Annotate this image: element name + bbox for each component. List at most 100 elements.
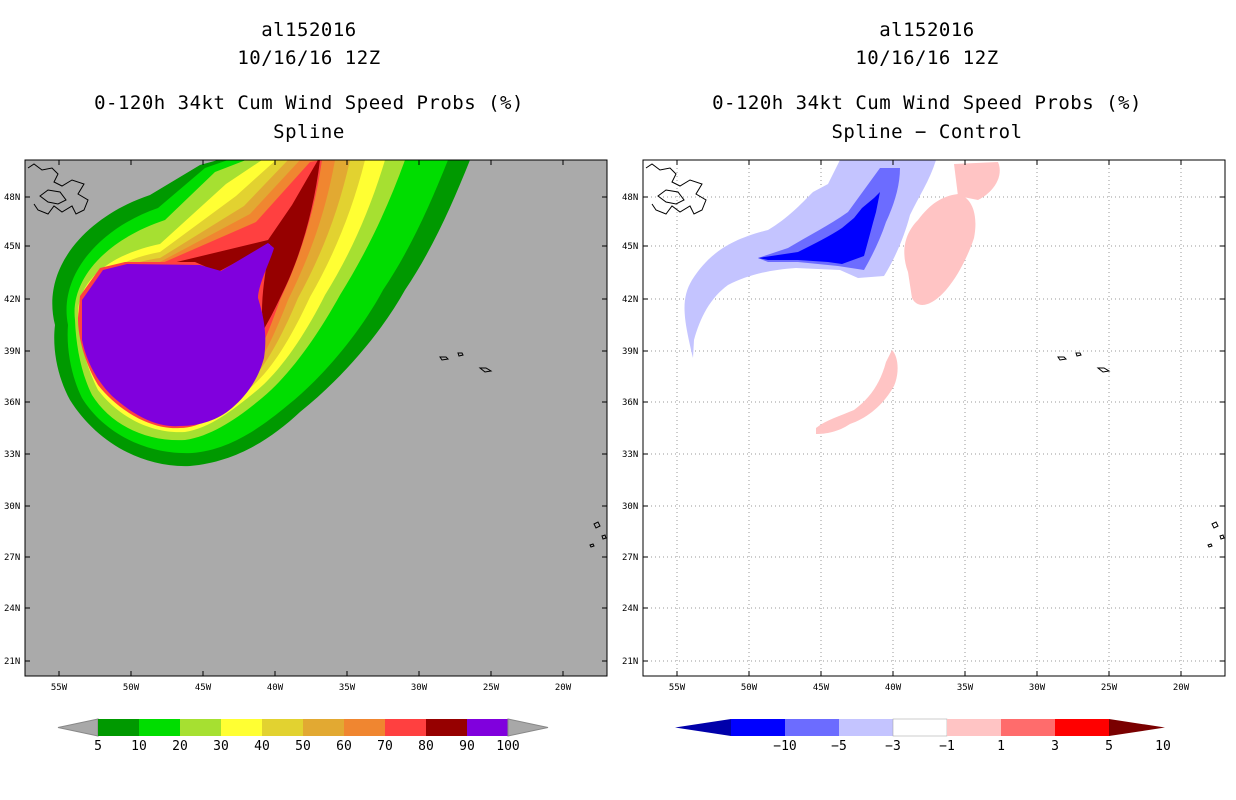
map-frame: [24, 159, 608, 677]
lon-tick-label: 55W: [669, 683, 686, 693]
colorbar: −10 −5 −3 −1 1 3 5 10: [675, 718, 1171, 754]
colorbar-label: −10: [773, 739, 796, 754]
product-title: 0-120h 34kt Cum Wind Speed Probs (%): [712, 92, 1142, 114]
colorbar-swatch: [139, 719, 180, 736]
colorbar-label: 40: [254, 739, 270, 754]
map-frame: [642, 159, 1226, 677]
lat-tick-label: 39N: [4, 347, 20, 357]
contour-minus-5: [758, 192, 880, 264]
latitude-ticks: 48N 45N 42N 39N 36N 33N 30N 27N 24N 21N: [4, 193, 607, 667]
lat-tick-label: 27N: [4, 553, 20, 563]
colorbar-label: 10: [131, 739, 147, 754]
colorbar-swatch: [262, 719, 303, 736]
colorbar-swatch: [731, 719, 785, 736]
colorbar-extend-low: [57, 718, 99, 737]
colorbar-swatch: [180, 719, 221, 736]
probability-contours: [52, 160, 470, 467]
colorbar-swatch: [947, 719, 1001, 736]
lon-tick-label: 55W: [51, 683, 68, 693]
product-title: 0-120h 34kt Cum Wind Speed Probs (%): [94, 92, 524, 114]
datetime-title: 10/16/16 12Z: [855, 47, 999, 69]
contour-plus-1-c: [816, 350, 898, 434]
lon-tick-label: 20W: [1173, 683, 1190, 693]
lon-tick-label: 45W: [195, 683, 212, 693]
lon-tick-label: 50W: [123, 683, 140, 693]
colorbar-swatch: [303, 719, 344, 736]
colorbar-swatch: [385, 719, 426, 736]
lat-tick-label: 36N: [622, 398, 638, 408]
colorbar-label: 1: [997, 739, 1005, 754]
contour-plus-1: [904, 194, 976, 305]
lat-tick-label: 27N: [622, 553, 638, 563]
lat-tick-label: 33N: [4, 450, 20, 460]
lon-tick-label: 40W: [885, 683, 902, 693]
colorbar-label: 5: [94, 739, 102, 754]
lat-tick-label: 33N: [622, 450, 638, 460]
colorbar-label: 20: [172, 739, 188, 754]
colorbar-label: 3: [1051, 739, 1059, 754]
lon-tick-label: 40W: [267, 683, 284, 693]
colorbar-swatch: [98, 719, 139, 736]
colorbar-label: 50: [295, 739, 311, 754]
lat-tick-label: 39N: [622, 347, 638, 357]
colorbar-label: −1: [939, 739, 955, 754]
grid-lines: [643, 160, 1225, 676]
lon-tick-label: 35W: [339, 683, 356, 693]
colorbar-label: 80: [418, 739, 434, 754]
lon-tick-label: 25W: [1101, 683, 1118, 693]
colorbar: 5 10 20 30 40 50 60 70 80 90 100: [57, 718, 549, 754]
lon-tick-label: 45W: [813, 683, 830, 693]
colorbar-label: 30: [213, 739, 229, 754]
lon-tick-label: 35W: [957, 683, 974, 693]
lat-tick-label: 30N: [622, 502, 638, 512]
lat-tick-label: 36N: [4, 398, 20, 408]
lat-tick-label: 24N: [4, 604, 20, 614]
storm-id-title: al152016: [879, 19, 975, 41]
coastlines: [645, 163, 1225, 548]
lat-tick-label: 21N: [622, 657, 638, 667]
contour-100: [82, 243, 274, 427]
lat-tick-label: 48N: [4, 193, 20, 203]
lat-tick-label: 21N: [4, 657, 20, 667]
lat-tick-label: 42N: [622, 295, 638, 305]
contour-plus-1-b: [954, 162, 1000, 200]
lat-tick-label: 42N: [4, 295, 20, 305]
lat-tick-label: 30N: [4, 502, 20, 512]
colorbar-label: 5: [1105, 739, 1113, 754]
difference-contours: [684, 160, 1000, 434]
probability-map: 48N 45N 42N 39N 36N 33N 30N 27N 24N 21N 55W 50W 45W…: [4, 159, 608, 754]
lon-tick-label: 20W: [555, 683, 572, 693]
right-panel: al152016 10/16/16 12Z 0-120h 34kt Cum Wi…: [618, 0, 1236, 800]
lat-tick-label: 45N: [4, 242, 20, 252]
colorbar-extend-low: [675, 719, 731, 736]
colorbar-extend-high: [1109, 719, 1165, 736]
longitude-ticks: 55W 50W 45W 40W 35W 30W 25W 20W: [669, 160, 1190, 693]
colorbar-swatch: [467, 719, 508, 736]
lat-tick-label: 24N: [622, 604, 638, 614]
lon-tick-label: 30W: [411, 683, 428, 693]
lon-tick-label: 25W: [483, 683, 500, 693]
left-panel: al152016 10/16/16 12Z 0-120h 34kt Cum Wi…: [4, 19, 608, 754]
difference-map: 48N 45N 42N 39N 36N 33N 30N 27N 24N 21N 55W 50W 45W…: [622, 159, 1226, 754]
lon-tick-label: 30W: [1029, 683, 1046, 693]
colorbar-label: 90: [459, 739, 475, 754]
colorbar-label: −3: [885, 739, 901, 754]
colorbar-label: 10: [1155, 739, 1171, 754]
colorbar-swatch: [839, 719, 893, 736]
subtitle: Spline: [273, 121, 345, 143]
longitude-ticks: 55W 50W 45W 40W 35W 30W 25W 20W: [51, 160, 572, 693]
datetime-title: 10/16/16 12Z: [237, 47, 381, 69]
subtitle: Spline − Control: [831, 121, 1023, 143]
colorbar-label: −5: [831, 739, 847, 754]
lat-tick-label: 45N: [622, 242, 638, 252]
colorbar-label: 60: [336, 739, 352, 754]
colorbar-swatch: [1055, 719, 1109, 736]
lat-tick-label: 48N: [622, 193, 638, 203]
latitude-ticks: 48N 45N 42N 39N 36N 33N 30N 27N 24N 21N: [622, 193, 1225, 667]
colorbar-swatch: [1001, 719, 1055, 736]
colorbar-swatch: [221, 719, 262, 736]
colorbar-extend-high: [507, 718, 549, 737]
colorbar-label: 100: [496, 739, 519, 754]
lon-tick-label: 50W: [741, 683, 758, 693]
colorbar-label: 70: [377, 739, 393, 754]
